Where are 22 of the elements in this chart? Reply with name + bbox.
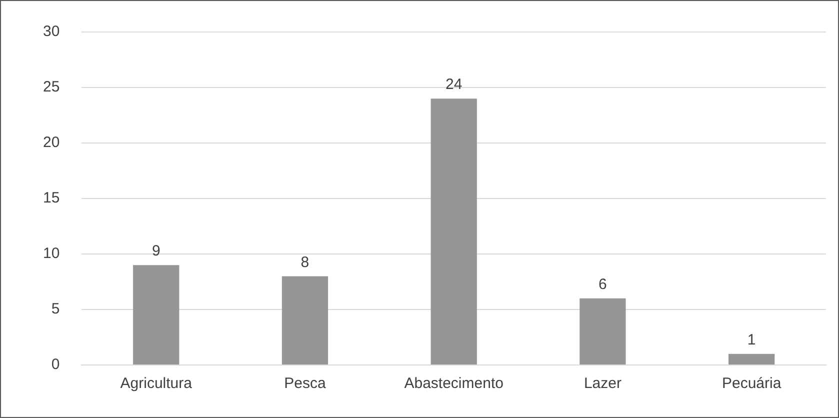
y-tick-label: 30 [42, 23, 60, 40]
data-label: 1 [747, 332, 756, 349]
data-label: 9 [152, 242, 160, 260]
x-tick-label: Pecuária [722, 375, 782, 392]
bar [430, 98, 477, 364]
y-tick-label: 0 [51, 356, 60, 374]
y-tick-label: 10 [42, 245, 60, 262]
data-label: 6 [598, 276, 607, 294]
y-tick-label: 15 [42, 190, 60, 207]
bar [580, 298, 626, 364]
data-label: 24 [446, 76, 462, 94]
bar [133, 265, 180, 364]
y-tick-label: 25 [42, 78, 60, 96]
x-tick-label: Lazer [584, 375, 622, 392]
x-tick-label: Abastecimento [404, 375, 504, 392]
bar [728, 354, 775, 364]
data-label: 8 [300, 254, 310, 271]
y-tick-label: 20 [42, 134, 60, 152]
x-tick-label: Agricultura [120, 375, 193, 392]
bar [282, 276, 328, 364]
y-tick-label: 5 [51, 300, 60, 318]
x-tick-label: Pesca [284, 375, 326, 392]
